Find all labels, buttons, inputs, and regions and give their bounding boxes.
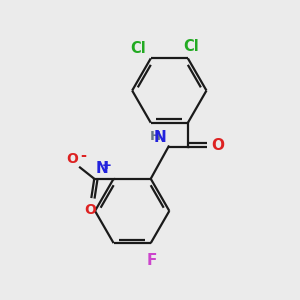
Text: O: O bbox=[67, 152, 79, 166]
Text: O: O bbox=[85, 202, 96, 217]
Text: O: O bbox=[211, 138, 224, 153]
Text: F: F bbox=[147, 253, 158, 268]
Text: Cl: Cl bbox=[130, 41, 146, 56]
Text: N: N bbox=[153, 130, 166, 145]
Text: +: + bbox=[101, 159, 111, 172]
Text: N: N bbox=[96, 161, 109, 176]
Text: -: - bbox=[81, 148, 87, 163]
Text: Cl: Cl bbox=[183, 39, 199, 54]
Text: H: H bbox=[149, 130, 161, 143]
